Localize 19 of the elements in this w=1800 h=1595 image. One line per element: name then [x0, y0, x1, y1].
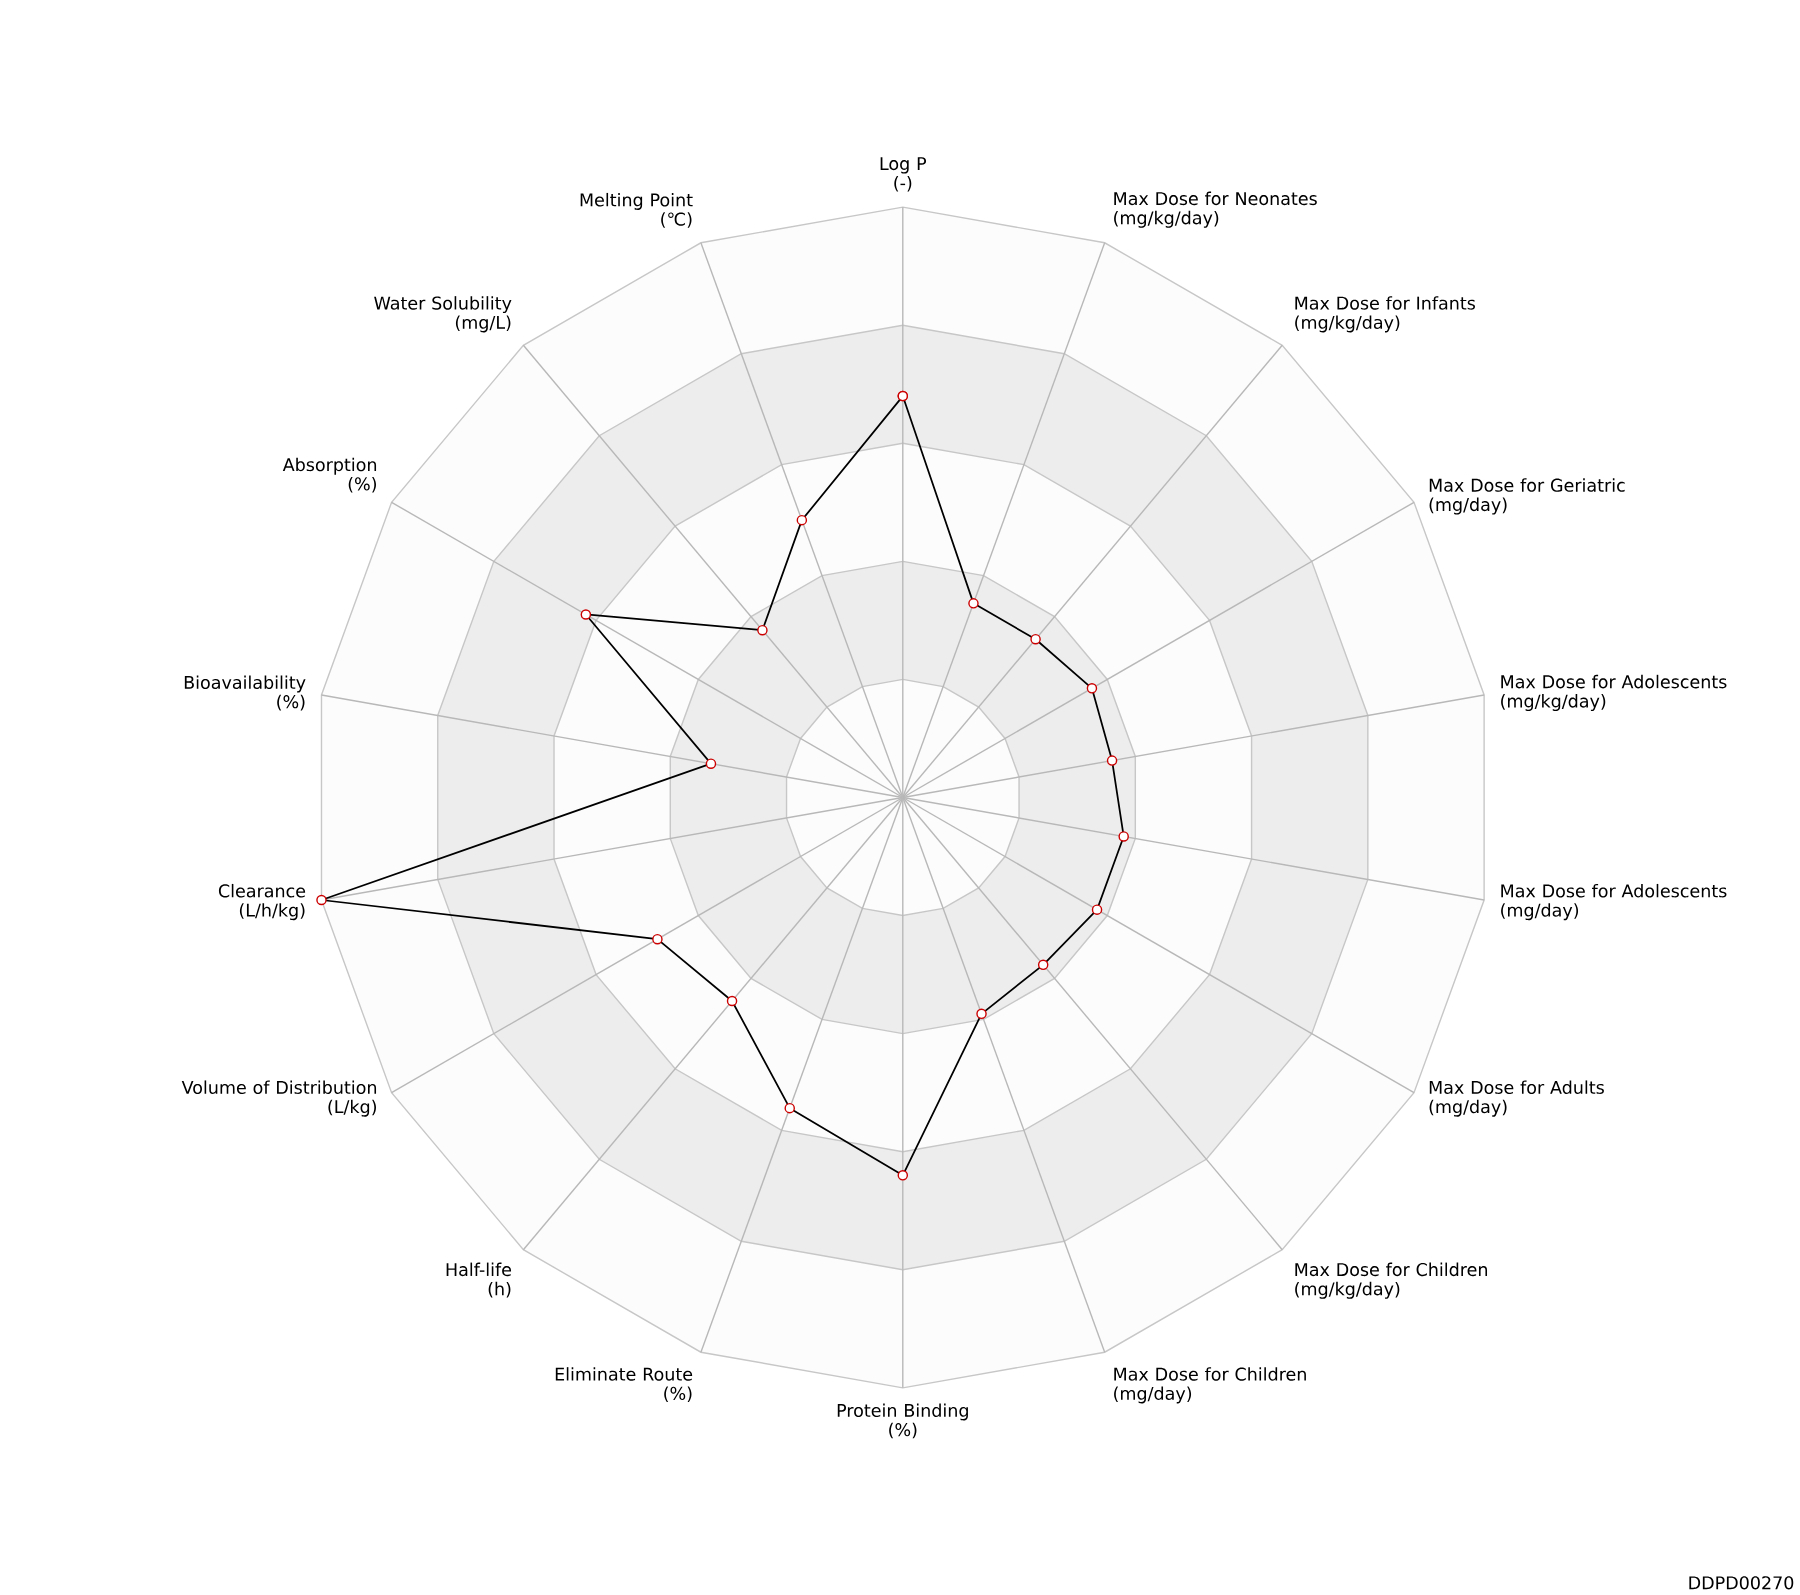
text: DDPD00270	[1689, 1576, 1794, 1590]
spoke-label: Max Dose for Infants (mg/kg/day)	[1295, 296, 1476, 333]
spoke-label: Clearance (L/h/kg)	[218, 883, 306, 921]
spoke-label: Max Dose for Adolescents (mg/kg/day)	[1501, 674, 1727, 712]
spoke-label: Water Solubility (mg/L)	[374, 296, 512, 333]
spoke-label: Absorption (%)	[282, 457, 377, 493]
spoke-label: Half-life (h)	[446, 1262, 512, 1298]
spoke-label: Melting Point (℃)	[580, 192, 693, 228]
spoke-label: Max Dose for Children (mg/kg/day)	[1295, 1262, 1488, 1299]
spoke-label: Max Dose for Adults (mg/day)	[1429, 1080, 1604, 1117]
spoke-label: Eliminate Route (%)	[555, 1367, 693, 1403]
spoke-label: Protein Binding (%)	[837, 1403, 968, 1439]
spoke-label: Log P (-)	[880, 157, 927, 192]
spoke-label: Max Dose for Neonates (mg/kg/day)	[1114, 191, 1317, 228]
spoke-label: Max Dose for Children (mg/day)	[1114, 1367, 1306, 1404]
spoke-label: Bioavailability (%)	[184, 675, 306, 711]
spoke-label: Max Dose for Adolescents (mg/day)	[1501, 883, 1727, 921]
spoke-label: Volume of Distribution (L/kg)	[181, 1080, 377, 1117]
spoke-label: Max Dose for Geriatric (mg/day)	[1429, 478, 1625, 515]
